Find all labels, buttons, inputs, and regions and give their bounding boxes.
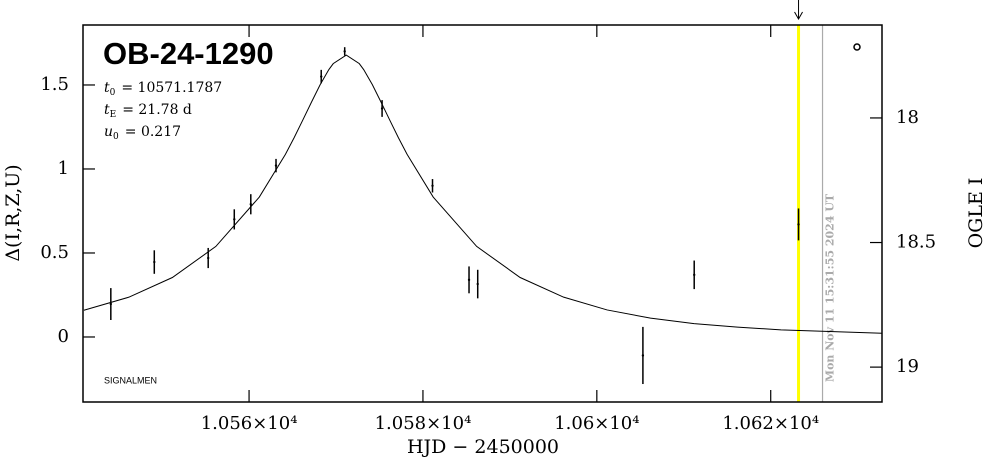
data-point xyxy=(380,107,384,110)
x-tick-label: 1.056×10⁴ xyxy=(201,413,298,434)
data-point xyxy=(693,273,696,277)
data-point xyxy=(320,75,323,78)
plot-frame xyxy=(82,24,883,403)
parameter: tE = 21.78 d xyxy=(104,102,192,120)
data-point xyxy=(153,260,156,264)
model-curve xyxy=(83,54,882,334)
parameter: u0 = 0.217 xyxy=(104,124,181,142)
data-point xyxy=(431,184,434,187)
data-point xyxy=(233,218,236,221)
x-tick-label: 1.062×10⁴ xyxy=(722,413,819,434)
symbol xyxy=(853,43,861,51)
chart-title: OB-24-1290 xyxy=(103,36,274,71)
data-point xyxy=(109,302,113,306)
y-tick-label: 1.5 xyxy=(40,74,69,95)
data-point xyxy=(476,282,479,286)
parameter-symbol: t xyxy=(104,102,110,118)
y2-tick-label: 18.5 xyxy=(896,232,936,253)
data-point xyxy=(797,223,800,226)
credit: SIGNALMEN xyxy=(104,375,157,385)
y2-tick-label: 18 xyxy=(896,107,919,128)
data-point xyxy=(343,50,346,53)
marker-label: Mon Nov 11 15:31:55 2024 UT xyxy=(824,193,837,382)
parameter: t0 = 10571.1787 xyxy=(104,80,222,98)
data-point xyxy=(274,164,278,167)
parameter-symbol: u xyxy=(104,124,113,140)
parameter-subscript: E xyxy=(110,110,117,120)
marker-arrow-head xyxy=(794,11,803,21)
data-point xyxy=(641,354,645,357)
y-tick-label: 1 xyxy=(58,158,69,179)
y-axis-label: Δ(I,R,Z,U) xyxy=(2,164,24,261)
y-tick-label: 0.5 xyxy=(40,242,69,263)
y2-axis-label: OGLE I xyxy=(965,178,986,249)
data-point xyxy=(249,203,252,206)
parameter-value: = 0.217 xyxy=(125,124,181,140)
parameter-value: = 21.78 d xyxy=(122,102,192,118)
y-tick-label: 0 xyxy=(58,326,69,347)
parameter-subscript: 0 xyxy=(113,132,119,142)
parameter-subscript: 0 xyxy=(110,88,116,98)
data-point xyxy=(206,256,210,260)
x-tick-label: 1.058×10⁴ xyxy=(375,413,472,434)
parameter-symbol: t xyxy=(104,80,110,96)
y2-tick-label: 19 xyxy=(896,356,919,377)
x-tick-label: 1.06×10⁴ xyxy=(554,413,639,434)
x-axis-label: HJD − 2450000 xyxy=(407,436,559,458)
parameter-value: = 10571.1787 xyxy=(121,80,222,96)
data-point xyxy=(467,278,471,282)
